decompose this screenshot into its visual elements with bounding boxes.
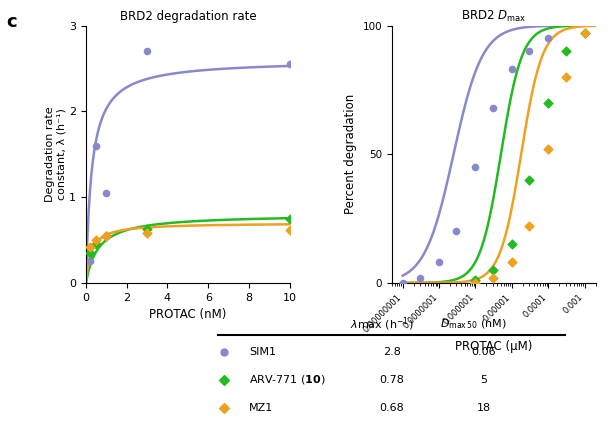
Title: BRD2 degradation rate: BRD2 degradation rate [120,10,256,23]
Point [91,241,101,248]
Point [101,190,111,196]
Text: 0.68: 0.68 [379,403,404,413]
Point [398,279,408,286]
Point [543,99,553,106]
Point [285,226,295,233]
Point [580,30,589,37]
Point [507,66,517,73]
Point [470,279,480,286]
Point [470,164,480,170]
Point [434,259,444,266]
Point [524,48,534,55]
Point [101,232,111,239]
Text: ARV-771 ($\mathbf{10}$): ARV-771 ($\mathbf{10}$) [249,373,326,386]
Point [85,258,95,265]
Point [219,348,228,355]
Y-axis label: Percent degradation: Percent degradation [344,94,357,214]
Point [488,104,498,111]
X-axis label: PROTAC (nM): PROTAC (nM) [149,308,227,321]
Point [580,30,589,37]
Text: SIM1: SIM1 [249,347,276,357]
Point [451,228,461,235]
Point [543,35,553,42]
Point [142,225,152,232]
Text: c: c [6,13,17,31]
Text: 0.06: 0.06 [471,347,495,357]
Text: $\lambda$max (h$^{-1}$): $\lambda$max (h$^{-1}$) [350,315,413,333]
Text: 5: 5 [480,374,487,385]
Y-axis label: Degradation rate
constant, λ (h⁻¹): Degradation rate constant, λ (h⁻¹) [45,106,66,202]
Point [285,215,295,222]
Point [543,146,553,153]
Point [219,376,228,383]
Point [85,243,95,250]
Point [415,274,425,281]
Text: 0.78: 0.78 [379,374,404,385]
Text: MZ1: MZ1 [249,403,273,413]
Point [285,61,295,68]
Point [470,277,480,284]
Point [142,230,152,236]
Point [219,404,228,411]
Point [85,250,95,256]
Point [507,259,517,266]
Point [488,267,498,273]
Text: $D_{\mathrm{max\,50}}$ (nM): $D_{\mathrm{max\,50}}$ (nM) [440,317,507,331]
Point [561,48,570,55]
X-axis label: PROTAC (μM): PROTAC (μM) [455,340,532,353]
Point [507,241,517,248]
Text: 18: 18 [476,403,491,413]
Point [524,223,534,230]
Point [142,48,152,55]
Point [91,142,101,149]
Point [561,74,570,81]
Point [524,176,534,183]
Text: 2.8: 2.8 [383,347,401,357]
Point [91,236,101,243]
Point [101,232,111,239]
Point [488,274,498,281]
Title: BRD2 $D_\mathrm{max}$: BRD2 $D_\mathrm{max}$ [461,9,526,24]
